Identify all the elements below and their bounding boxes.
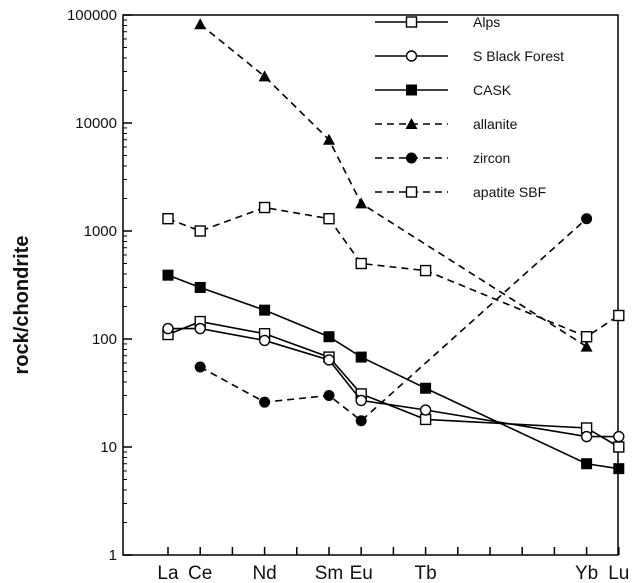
- data-point-zircon: [581, 213, 593, 225]
- series-layer: [162, 18, 625, 475]
- y-tick-label: 10000: [75, 115, 117, 132]
- series-line-zircon: [199, 218, 588, 422]
- legend-entry-cask: CASK: [375, 82, 512, 98]
- data-point-zircon: [259, 396, 271, 408]
- data-point-allanite: [580, 340, 593, 352]
- y-tick-label: 1000: [84, 223, 117, 240]
- x-tick-label-ce: Ce: [188, 563, 212, 583]
- data-point-s-black-forest: [613, 430, 625, 443]
- y-axis: 1 10 100 1000 10000 100000: [67, 7, 132, 564]
- series-apatite-sbf: [162, 201, 625, 343]
- x-tick-label-eu: Eu: [350, 563, 373, 583]
- series-cask: [162, 269, 625, 475]
- data-point-apatite-sbf: [580, 331, 593, 343]
- y-tick-label: 100000: [67, 7, 117, 24]
- plot-area: [122, 14, 619, 556]
- data-point-cask: [581, 458, 593, 470]
- legend-swatch-marker: [405, 16, 418, 28]
- x-tick-label-lu: Lu: [608, 563, 629, 583]
- data-point-cask: [355, 351, 367, 363]
- data-point-cask: [323, 331, 335, 343]
- data-point-apatite-sbf: [613, 309, 625, 322]
- data-point-cask: [613, 463, 625, 475]
- data-point-allanite: [194, 18, 207, 30]
- y-tick-label: 1: [109, 547, 117, 564]
- data-point-apatite-sbf: [355, 257, 367, 270]
- series-allanite: [194, 18, 593, 352]
- legend-label: Alps: [473, 14, 500, 30]
- data-point-apatite-sbf: [258, 201, 271, 214]
- data-point-zircon: [323, 389, 335, 401]
- data-point-s-black-forest: [162, 322, 174, 335]
- legend-label: apatite SBF: [473, 184, 546, 200]
- legend-label: allanite: [473, 116, 518, 132]
- x-axis: La Ce Nd Sm Eu Tb Yb Lu: [157, 547, 629, 583]
- y-tick-label: 100: [92, 331, 117, 348]
- legend-swatch-marker: [406, 152, 417, 164]
- legend-swatch-marker: [406, 84, 417, 96]
- data-point-allanite: [323, 133, 335, 145]
- y-axis-title: rock/chondrite: [11, 236, 33, 375]
- data-point-apatite-sbf: [162, 212, 174, 225]
- data-point-cask: [420, 382, 432, 394]
- data-point-s-black-forest: [194, 322, 206, 335]
- legend-label: CASK: [473, 82, 512, 98]
- data-point-alps: [613, 441, 625, 453]
- legend-swatch-marker: [405, 50, 418, 62]
- x-tick-label-nd: Nd: [252, 563, 276, 583]
- data-point-allanite: [258, 70, 271, 82]
- series-line-cask: [167, 274, 619, 470]
- legend-swatch-marker: [405, 118, 418, 129]
- legend-label: zircon: [473, 150, 510, 166]
- plot-frame: [122, 14, 619, 556]
- legend-entry-allanite: allanite: [375, 116, 518, 132]
- x-tick-label-la: La: [157, 563, 179, 583]
- legend-entry-s-black-forest: S Black Forest: [375, 48, 564, 64]
- data-point-zircon: [194, 361, 206, 373]
- data-point-apatite-sbf: [323, 212, 335, 225]
- x-tick-label-sm: Sm: [315, 563, 344, 583]
- legend-label: S Black Forest: [473, 48, 564, 64]
- data-point-s-black-forest: [355, 394, 367, 407]
- x-tick-label-tb: Tb: [415, 563, 437, 583]
- series-s-black-forest: [162, 322, 625, 443]
- data-point-cask: [259, 304, 271, 316]
- legend-entry-zircon: zircon: [375, 150, 510, 166]
- data-point-s-black-forest: [323, 354, 335, 366]
- x-tick-label-yb: Yb: [575, 563, 598, 583]
- series-line-alps: [167, 320, 620, 448]
- legend-swatch-marker: [405, 186, 418, 198]
- legend-entry-apatite-sbf: apatite SBF: [375, 184, 546, 200]
- data-point-cask: [194, 281, 206, 293]
- data-point-s-black-forest: [580, 430, 593, 443]
- data-point-apatite-sbf: [419, 264, 432, 277]
- y-tick-label: 10: [100, 439, 117, 456]
- data-point-cask: [162, 269, 174, 281]
- series-line-s-black-forest: [168, 327, 619, 438]
- series-line-apatite-sbf: [167, 206, 620, 338]
- data-point-s-black-forest: [258, 334, 271, 347]
- data-point-zircon: [355, 415, 367, 427]
- series-zircon: [194, 213, 593, 427]
- data-point-alps: [419, 413, 432, 426]
- legend: Alps S Black Forest CASK allanite zircon apat…: [375, 14, 564, 200]
- legend-entry-alps: Alps: [375, 14, 500, 30]
- data-point-apatite-sbf: [194, 225, 206, 237]
- data-point-allanite: [355, 197, 368, 209]
- data-point-s-black-forest: [419, 404, 432, 416]
